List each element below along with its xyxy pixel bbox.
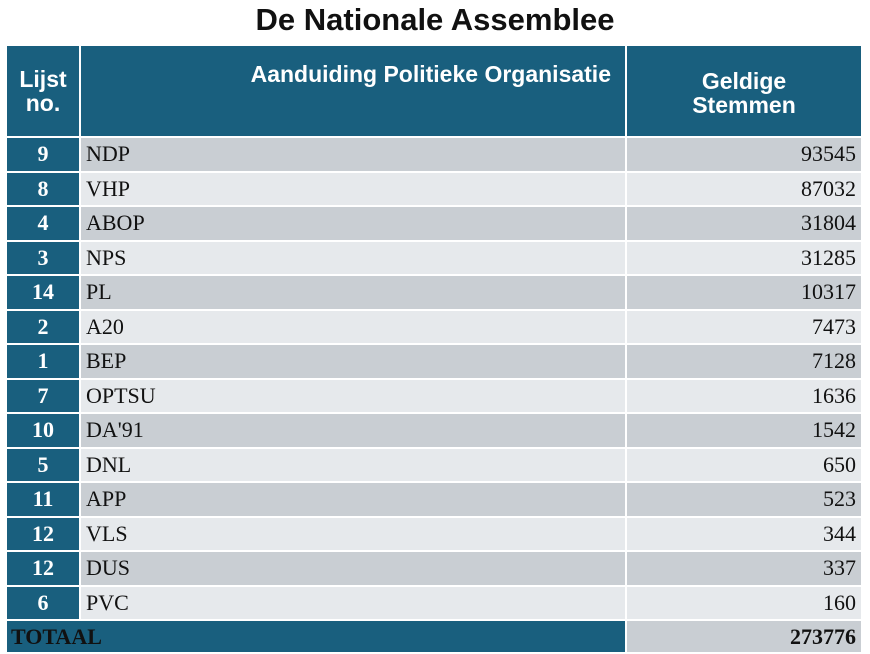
valid-votes: 31804 bbox=[627, 207, 861, 240]
table-row: 7 OPTSU 1636 bbox=[7, 379, 861, 412]
lijst-number: 12 bbox=[7, 517, 79, 550]
party-name: DNL bbox=[81, 448, 625, 481]
valid-votes: 87032 bbox=[627, 172, 861, 205]
table-row: 2 A20 7473 bbox=[7, 310, 861, 343]
party-name: DA'91 bbox=[81, 414, 625, 447]
valid-votes: 7473 bbox=[627, 310, 861, 343]
valid-votes: 160 bbox=[627, 586, 861, 619]
header-row: Lijst no. Aanduiding Politieke Organisat… bbox=[7, 46, 861, 136]
valid-votes: 93545 bbox=[627, 138, 861, 171]
lijst-number: 3 bbox=[7, 241, 79, 274]
party-name: NDP bbox=[81, 138, 625, 171]
table-row: 1 BEP 7128 bbox=[7, 345, 861, 378]
header-lijst: Lijst no. bbox=[7, 46, 79, 136]
header-organisatie: Aanduiding Politieke Organisatie bbox=[81, 46, 625, 136]
party-name: VHP bbox=[81, 172, 625, 205]
results-table: Lijst no. Aanduiding Politieke Organisat… bbox=[5, 44, 863, 654]
lijst-number: 4 bbox=[7, 207, 79, 240]
valid-votes: 1636 bbox=[627, 379, 861, 412]
party-name: APP bbox=[81, 483, 625, 516]
table-row: 12 VLS 344 bbox=[7, 517, 861, 550]
table-row: 14 PL 10317 bbox=[7, 276, 861, 309]
lijst-number: 14 bbox=[7, 276, 79, 309]
table-row: 3 NPS 31285 bbox=[7, 241, 861, 274]
lijst-number: 6 bbox=[7, 586, 79, 619]
table-row: 10 DA'91 1542 bbox=[7, 414, 861, 447]
total-value: 273776 bbox=[627, 621, 861, 652]
table-row: 9 NDP 93545 bbox=[7, 138, 861, 171]
party-name: OPTSU bbox=[81, 379, 625, 412]
valid-votes: 650 bbox=[627, 448, 861, 481]
lijst-number: 11 bbox=[7, 483, 79, 516]
valid-votes: 523 bbox=[627, 483, 861, 516]
valid-votes: 7128 bbox=[627, 345, 861, 378]
valid-votes: 344 bbox=[627, 517, 861, 550]
valid-votes: 337 bbox=[627, 552, 861, 585]
valid-votes: 31285 bbox=[627, 241, 861, 274]
party-name: PL bbox=[81, 276, 625, 309]
table-row: 6 PVC 160 bbox=[7, 586, 861, 619]
party-name: BEP bbox=[81, 345, 625, 378]
table-row: 12 DUS 337 bbox=[7, 552, 861, 585]
valid-votes: 1542 bbox=[627, 414, 861, 447]
table-row: 8 VHP 87032 bbox=[7, 172, 861, 205]
lijst-number: 2 bbox=[7, 310, 79, 343]
lijst-number: 9 bbox=[7, 138, 79, 171]
table-row: 11 APP 523 bbox=[7, 483, 861, 516]
party-name: ABOP bbox=[81, 207, 625, 240]
party-name: VLS bbox=[81, 517, 625, 550]
lijst-number: 12 bbox=[7, 552, 79, 585]
total-row: TOTAAL 273776 bbox=[7, 621, 861, 652]
total-label: TOTAAL bbox=[7, 621, 625, 652]
lijst-number: 10 bbox=[7, 414, 79, 447]
lijst-number: 8 bbox=[7, 172, 79, 205]
lijst-number: 7 bbox=[7, 379, 79, 412]
party-name: A20 bbox=[81, 310, 625, 343]
page-title: De Nationale Assemblee bbox=[255, 2, 615, 37]
party-name: DUS bbox=[81, 552, 625, 585]
party-name: NPS bbox=[81, 241, 625, 274]
table-row: 4 ABOP 31804 bbox=[7, 207, 861, 240]
header-stemmen: Geldige Stemmen bbox=[627, 46, 861, 136]
lijst-number: 5 bbox=[7, 448, 79, 481]
party-name: PVC bbox=[81, 586, 625, 619]
lijst-number: 1 bbox=[7, 345, 79, 378]
valid-votes: 10317 bbox=[627, 276, 861, 309]
table-row: 5 DNL 650 bbox=[7, 448, 861, 481]
